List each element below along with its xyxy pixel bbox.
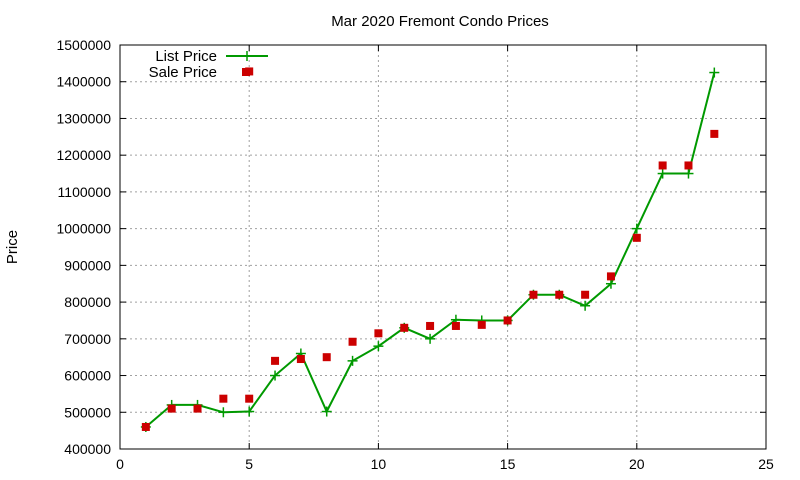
list-price-point — [709, 67, 720, 78]
y-tick-label: 1500000 — [56, 37, 111, 53]
x-tick-label: 15 — [500, 456, 516, 472]
list-price-point — [657, 168, 668, 179]
y-tick-label: 1300000 — [56, 110, 111, 126]
grid — [120, 45, 766, 449]
legend-square-sale-price — [242, 68, 250, 76]
y-axis-label: Price — [4, 230, 21, 264]
list-price-point — [373, 341, 384, 352]
sale-price-point — [141, 422, 150, 431]
sale-price-point — [477, 320, 486, 329]
sale-price-point — [193, 404, 202, 413]
legend: List Price Sale Price — [149, 48, 268, 81]
sale-price-point — [581, 290, 590, 299]
x-tick-label: 25 — [758, 456, 774, 472]
axis-ticks: 0 5 10 15 20 25 400000 500000 600000 700000 800000… — [56, 37, 774, 472]
plot-frame — [119, 44, 767, 450]
y-tick-label: 900000 — [64, 257, 111, 273]
sale-price-point — [322, 353, 331, 362]
y-tick-label: 1000000 — [56, 221, 111, 237]
list-price-point — [347, 355, 358, 366]
sale-price-point — [167, 404, 176, 413]
x-tick-label: 20 — [629, 456, 645, 472]
series — [140, 67, 720, 432]
chart-title: Mar 2020 Fremont Condo Prices — [331, 13, 549, 30]
sale-price-point — [400, 323, 409, 332]
legend-cross-list-price — [242, 51, 252, 61]
list-price-point — [218, 407, 229, 418]
sale-price-point — [632, 233, 641, 242]
y-tick-label: 800000 — [64, 294, 111, 310]
y-tick-label: 1400000 — [56, 74, 111, 90]
y-tick-label: 600000 — [64, 368, 111, 384]
sale-price-point — [684, 161, 693, 170]
list-price-point — [631, 223, 642, 234]
sale-price-point — [374, 329, 383, 338]
list-price-point — [321, 406, 332, 417]
sale-price-point — [296, 355, 305, 364]
sale-price-point — [606, 272, 615, 281]
legend-label-list-price: List Price — [155, 48, 217, 65]
list-price-line — [145, 72, 716, 428]
x-tick-label: 0 — [116, 456, 124, 472]
sale-price-point — [529, 290, 538, 299]
y-tick-label: 700000 — [64, 331, 111, 347]
list-price-point — [683, 168, 694, 179]
sale-price-point — [219, 394, 228, 403]
x-tick-label: 10 — [371, 456, 387, 472]
sale-price-point — [451, 321, 460, 330]
list-price-point — [425, 333, 436, 344]
list-price-point — [270, 370, 281, 381]
y-tick-label: 500000 — [64, 404, 111, 420]
sale-price-point — [245, 394, 254, 403]
sale-price-point — [503, 316, 512, 325]
y-tick-label: 400000 — [64, 441, 111, 457]
sale-price-point — [710, 129, 719, 138]
sale-price-point — [555, 290, 564, 299]
y-tick-label: 1200000 — [56, 147, 111, 163]
list-price-point — [244, 406, 255, 417]
sale-price-point — [348, 337, 357, 346]
sale-price-point — [426, 321, 435, 330]
sale-price-point — [658, 161, 667, 170]
x-tick-label: 5 — [245, 456, 253, 472]
list-price-point — [605, 278, 616, 289]
sale-price-point — [271, 356, 280, 365]
y-tick-label: 1100000 — [58, 184, 112, 200]
legend-label-sale-price: Sale Price — [149, 64, 217, 81]
list-price-point — [580, 300, 591, 311]
